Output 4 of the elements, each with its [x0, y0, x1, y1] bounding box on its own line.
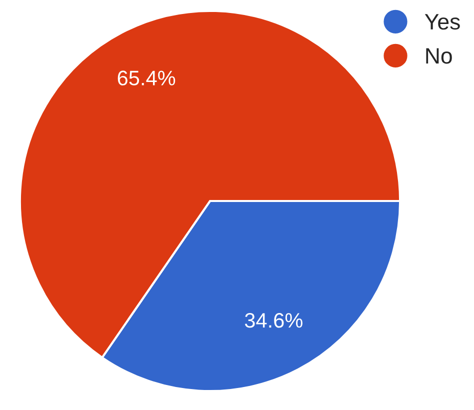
data-label: 34.6%	[244, 313, 302, 328]
data-label: 65.4%	[118, 70, 176, 86]
legend-label: Yes	[424, 14, 460, 30]
legend-label: No	[426, 48, 452, 64]
